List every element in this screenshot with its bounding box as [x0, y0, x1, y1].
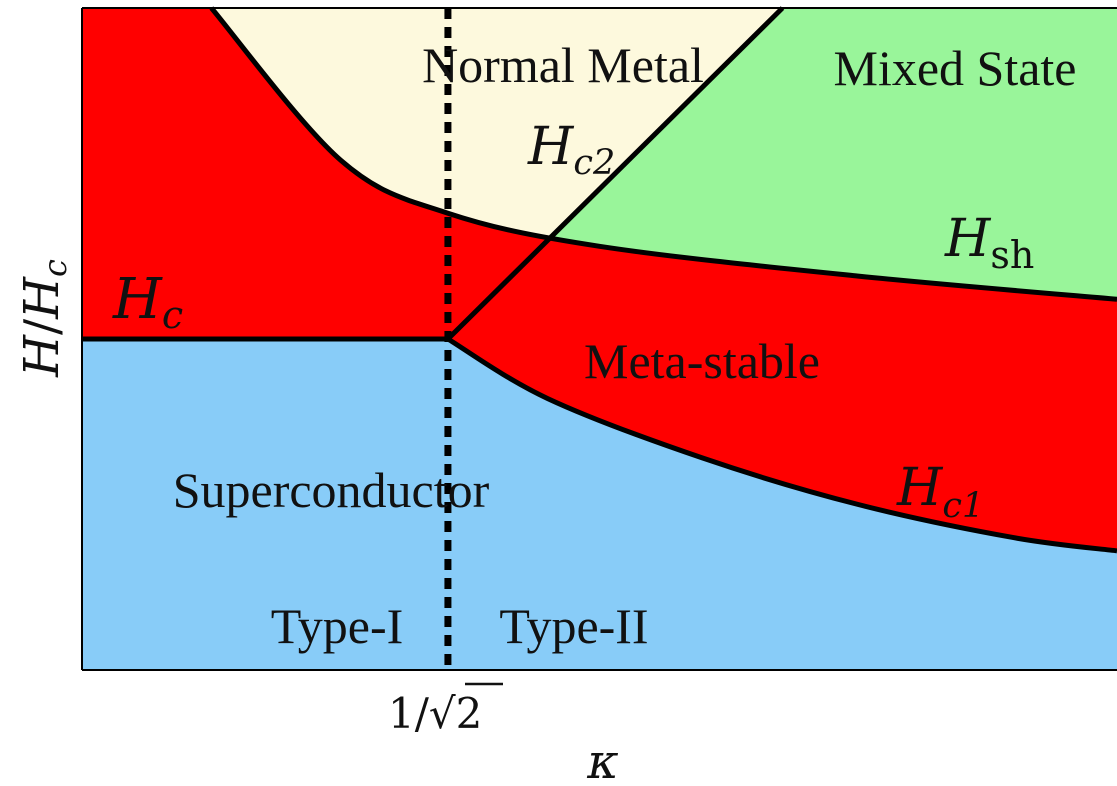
- x-tick-radicand: 2: [456, 689, 483, 738]
- y-label-h: H: [14, 334, 70, 378]
- hsh-curve: [209, 6, 1117, 302]
- meta-stable-label: Meta-stable: [584, 333, 820, 389]
- y-axis-label: H/Hc: [14, 259, 74, 378]
- x-tick-label-text: 1/√2: [388, 689, 482, 738]
- hc2-label-main: H: [527, 117, 575, 177]
- plot-area: [82, 8, 1117, 670]
- y-label-hc-sub: c: [36, 259, 74, 277]
- x-tick-label: 1/√2: [388, 682, 503, 738]
- hsh-curve-label: Hsh: [944, 209, 1034, 277]
- x-tick-num: 1/: [388, 689, 430, 738]
- x-tick-radical: √: [429, 689, 456, 738]
- y-label-slash: /: [14, 318, 70, 335]
- hc2-curve-label: Hc2: [527, 117, 615, 183]
- type-ii-label: Type-II: [499, 598, 648, 654]
- hc-curve-label: Hc: [112, 267, 183, 337]
- hc1-label-sub: c1: [942, 486, 984, 526]
- type-i-label: Type-I: [271, 598, 404, 654]
- hc-label-sub: c: [162, 293, 183, 337]
- normal-metal-label: Normal Metal: [422, 37, 704, 93]
- mixed-state-region: [447, 8, 1117, 300]
- hc2-curve: [446, 6, 785, 341]
- hc1-curve: [446, 336, 1117, 554]
- hsh-label-sub: sh: [990, 233, 1034, 277]
- mixed-state-label: Mixed State: [833, 40, 1076, 96]
- hc-label-main: H: [112, 267, 163, 332]
- hc2-label-sub: c2: [573, 143, 615, 183]
- x-axis-label: κ: [586, 734, 618, 786]
- hsh-label-main: H: [944, 209, 992, 269]
- axes: [81, 7, 1117, 671]
- superconductor-label: Superconductor: [173, 462, 490, 518]
- phase-boundaries: [82, 6, 1117, 670]
- hc1-curve-label: Hc1: [896, 458, 984, 526]
- hc1-label-main: H: [896, 458, 944, 518]
- y-label-hc: H: [14, 276, 70, 320]
